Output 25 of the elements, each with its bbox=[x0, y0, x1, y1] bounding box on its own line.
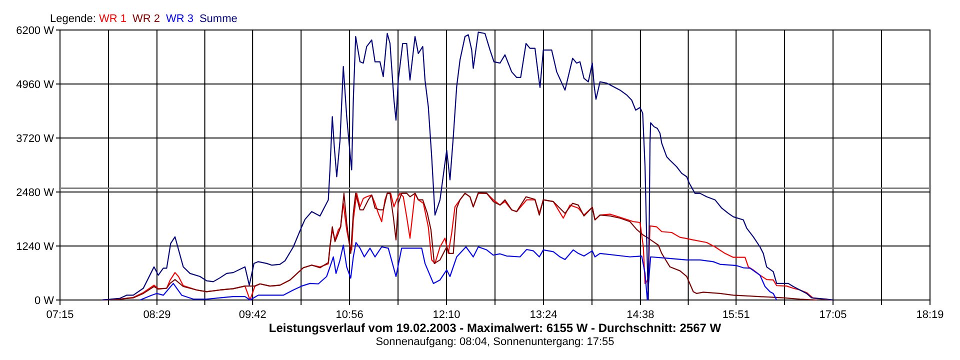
text: WR 1 bbox=[98, 13, 126, 25]
text: Summe bbox=[199, 13, 238, 25]
text: WR 3 bbox=[166, 13, 194, 25]
legend-title: Legende: bbox=[50, 13, 99, 25]
x-tick-label: 15:51 bbox=[722, 309, 750, 321]
y-tick-label: 1240 W bbox=[16, 241, 55, 253]
x-tick-label: 09:42 bbox=[238, 309, 266, 321]
y-tick-label: 4960 W bbox=[16, 79, 55, 91]
x-tick-label: 18:19 bbox=[916, 309, 944, 321]
y-tick-label: 2480 W bbox=[16, 187, 55, 199]
x-tick-label: 12:10 bbox=[432, 309, 460, 321]
x-tick-label: 13:24 bbox=[530, 309, 558, 321]
y-tick-label: 6200 W bbox=[16, 25, 55, 37]
x-tick-label: 14:38 bbox=[626, 309, 654, 321]
x-tick-label: 07:15 bbox=[46, 309, 74, 321]
line-series bbox=[101, 32, 834, 301]
text: Leistungsverlauf vom 19.02.2003 - Maximalwert: 6155 W - Durchschnitt: 2567 W bbox=[268, 321, 722, 335]
y-tick-label: 3720 W bbox=[16, 133, 55, 145]
x-tick-label: 17:05 bbox=[819, 309, 847, 321]
y-tick-label: 0 W bbox=[34, 295, 55, 307]
x-tick-label: 10:56 bbox=[336, 309, 364, 321]
text: WR 2 bbox=[132, 13, 160, 25]
text: Sonnenaufgang: 08:04, Sonnenuntergang: 17:55 bbox=[376, 336, 614, 348]
x-tick-label: 08:29 bbox=[143, 309, 171, 321]
line-series bbox=[139, 242, 778, 301]
